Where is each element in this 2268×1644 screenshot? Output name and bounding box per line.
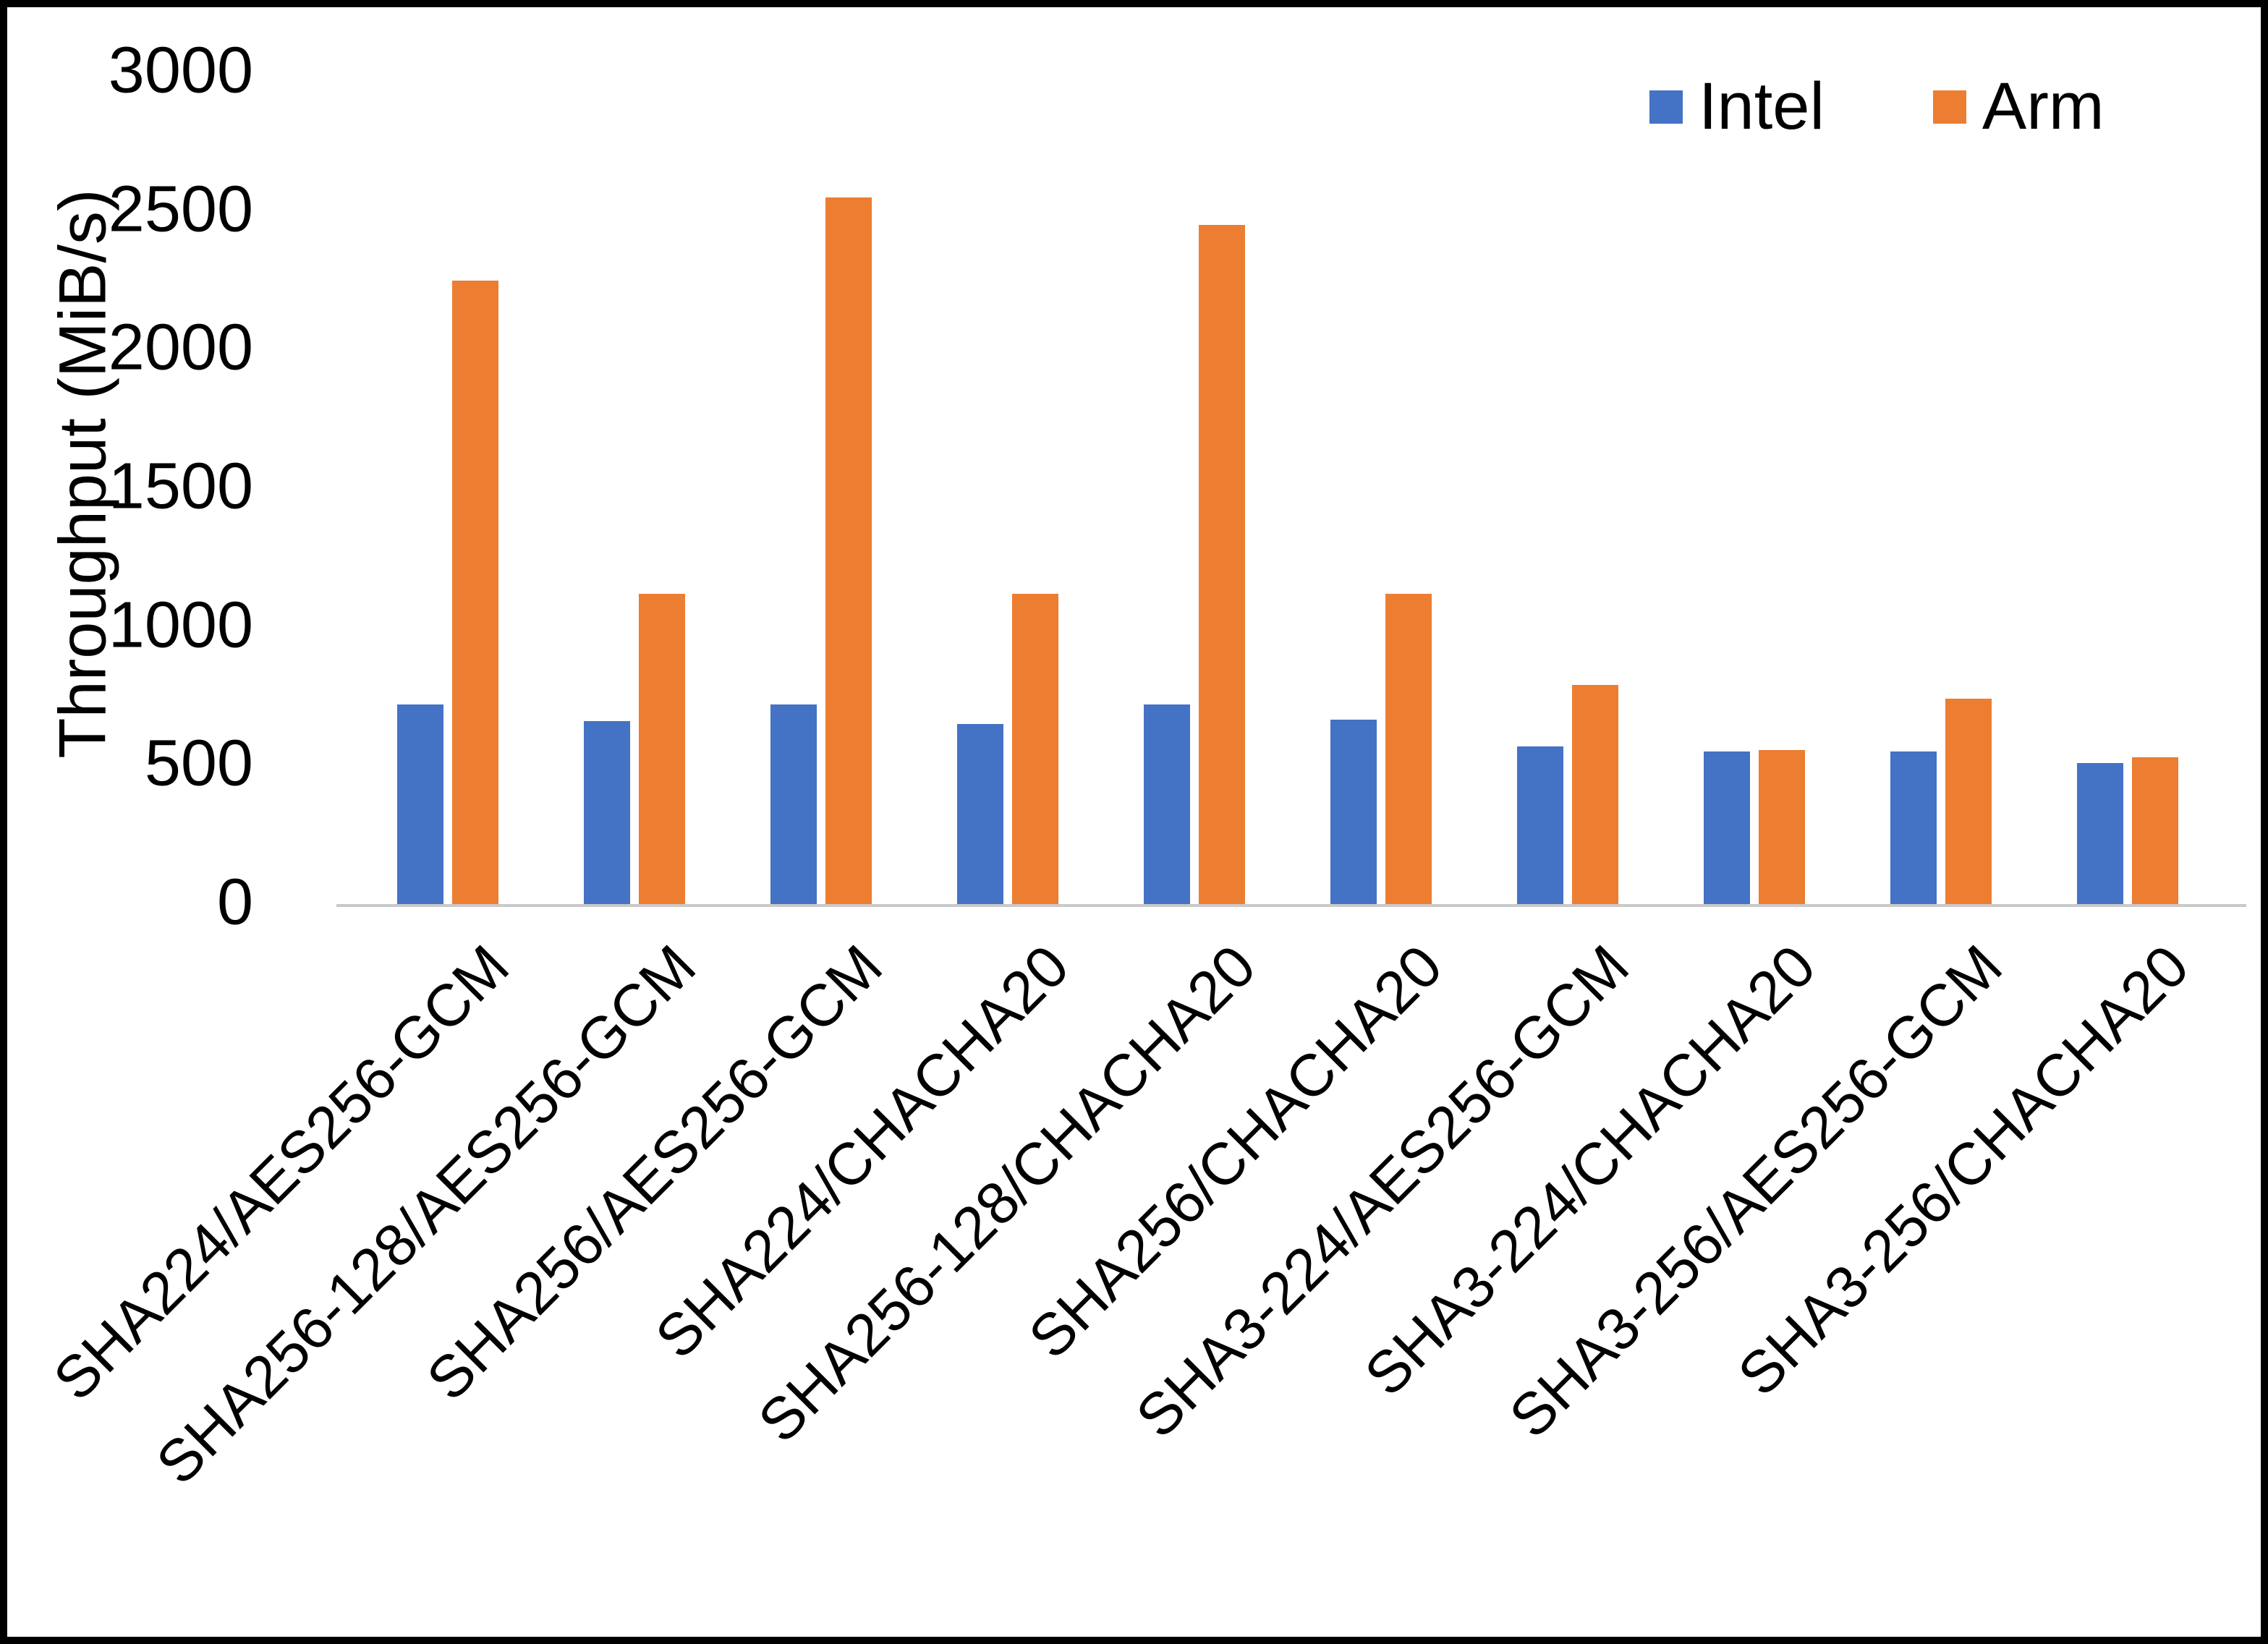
bar-arm bbox=[825, 197, 872, 904]
bar-group bbox=[1661, 72, 1848, 904]
bar-arm bbox=[639, 593, 685, 904]
bar-intel bbox=[770, 704, 817, 904]
bar-group bbox=[1288, 72, 1474, 904]
y-axis-tick-label: 3000 bbox=[108, 34, 253, 107]
bar-arm bbox=[1572, 685, 1618, 904]
y-axis-tick-label: 2500 bbox=[108, 173, 253, 246]
bar-group bbox=[914, 72, 1101, 904]
bar-group bbox=[2034, 72, 2221, 904]
bar-intel bbox=[584, 721, 630, 904]
bar-group bbox=[1848, 72, 2034, 904]
bar-arm bbox=[1012, 593, 1058, 904]
bar-arm bbox=[1945, 699, 1992, 904]
y-axis-tick-label: 0 bbox=[216, 866, 253, 939]
legend: Intel Arm bbox=[1649, 69, 2105, 145]
bar-arm bbox=[1759, 750, 1805, 904]
bar-group bbox=[1474, 72, 1661, 904]
legend-label-arm: Arm bbox=[1982, 69, 2105, 143]
bar-arm bbox=[1199, 224, 1245, 904]
bar-arm bbox=[2132, 757, 2178, 904]
y-axis-tick-label: 1500 bbox=[108, 450, 253, 523]
x-axis-labels: SHA224/AES256-GCM SHA256-128/AES256-GCM SH… bbox=[41, 927, 2221, 1607]
plot-area bbox=[354, 72, 2221, 904]
bar-arm bbox=[1385, 593, 1432, 904]
bar-intel bbox=[1890, 751, 1937, 904]
bar-arm bbox=[452, 280, 498, 904]
bar-intel bbox=[1330, 720, 1377, 904]
bar-group bbox=[728, 72, 914, 904]
intel-series-swatch-icon bbox=[1649, 90, 1683, 124]
y-axis-tick-label: 500 bbox=[144, 727, 253, 800]
legend-item-intel: Intel bbox=[1649, 69, 1825, 145]
legend-item-arm: Arm bbox=[1932, 69, 2105, 145]
bar-intel bbox=[1517, 746, 1563, 904]
bar-intel bbox=[1704, 751, 1750, 904]
bar-group bbox=[541, 72, 728, 904]
y-axis-ticks: 0 500 1000 1500 2000 2500 3000 bbox=[7, 34, 311, 938]
bar-intel bbox=[397, 704, 443, 904]
legend-label-intel: Intel bbox=[1699, 69, 1825, 143]
bar-intel bbox=[1144, 704, 1190, 904]
y-axis-tick-label: 2000 bbox=[108, 311, 253, 384]
bar-group bbox=[354, 72, 541, 904]
arm-series-swatch-icon bbox=[1932, 90, 1966, 124]
bar-intel bbox=[2077, 762, 2123, 904]
bar-group bbox=[1101, 72, 1288, 904]
bar-intel bbox=[957, 723, 1003, 904]
y-axis-tick-label: 1000 bbox=[108, 589, 253, 662]
x-axis-baseline bbox=[336, 904, 2246, 907]
